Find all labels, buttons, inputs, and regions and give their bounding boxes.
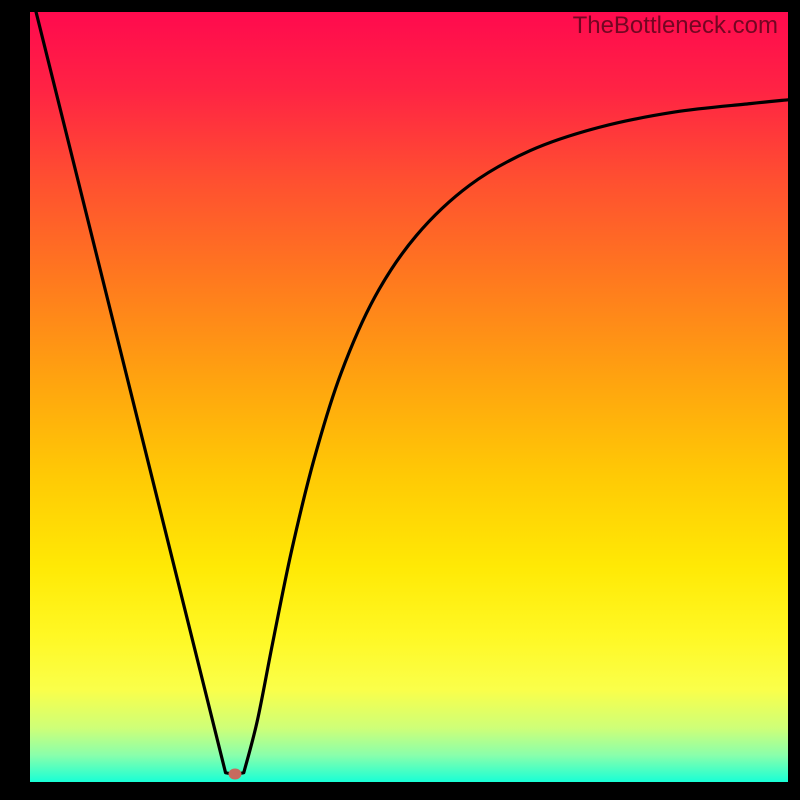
plot-area: TheBottleneck.com	[30, 12, 788, 782]
watermark-text: TheBottleneck.com	[573, 12, 778, 40]
minimum-marker	[228, 769, 241, 780]
chart-container: TheBottleneck.com	[0, 0, 800, 800]
gradient-background	[30, 12, 788, 782]
curve-svg	[30, 12, 788, 782]
